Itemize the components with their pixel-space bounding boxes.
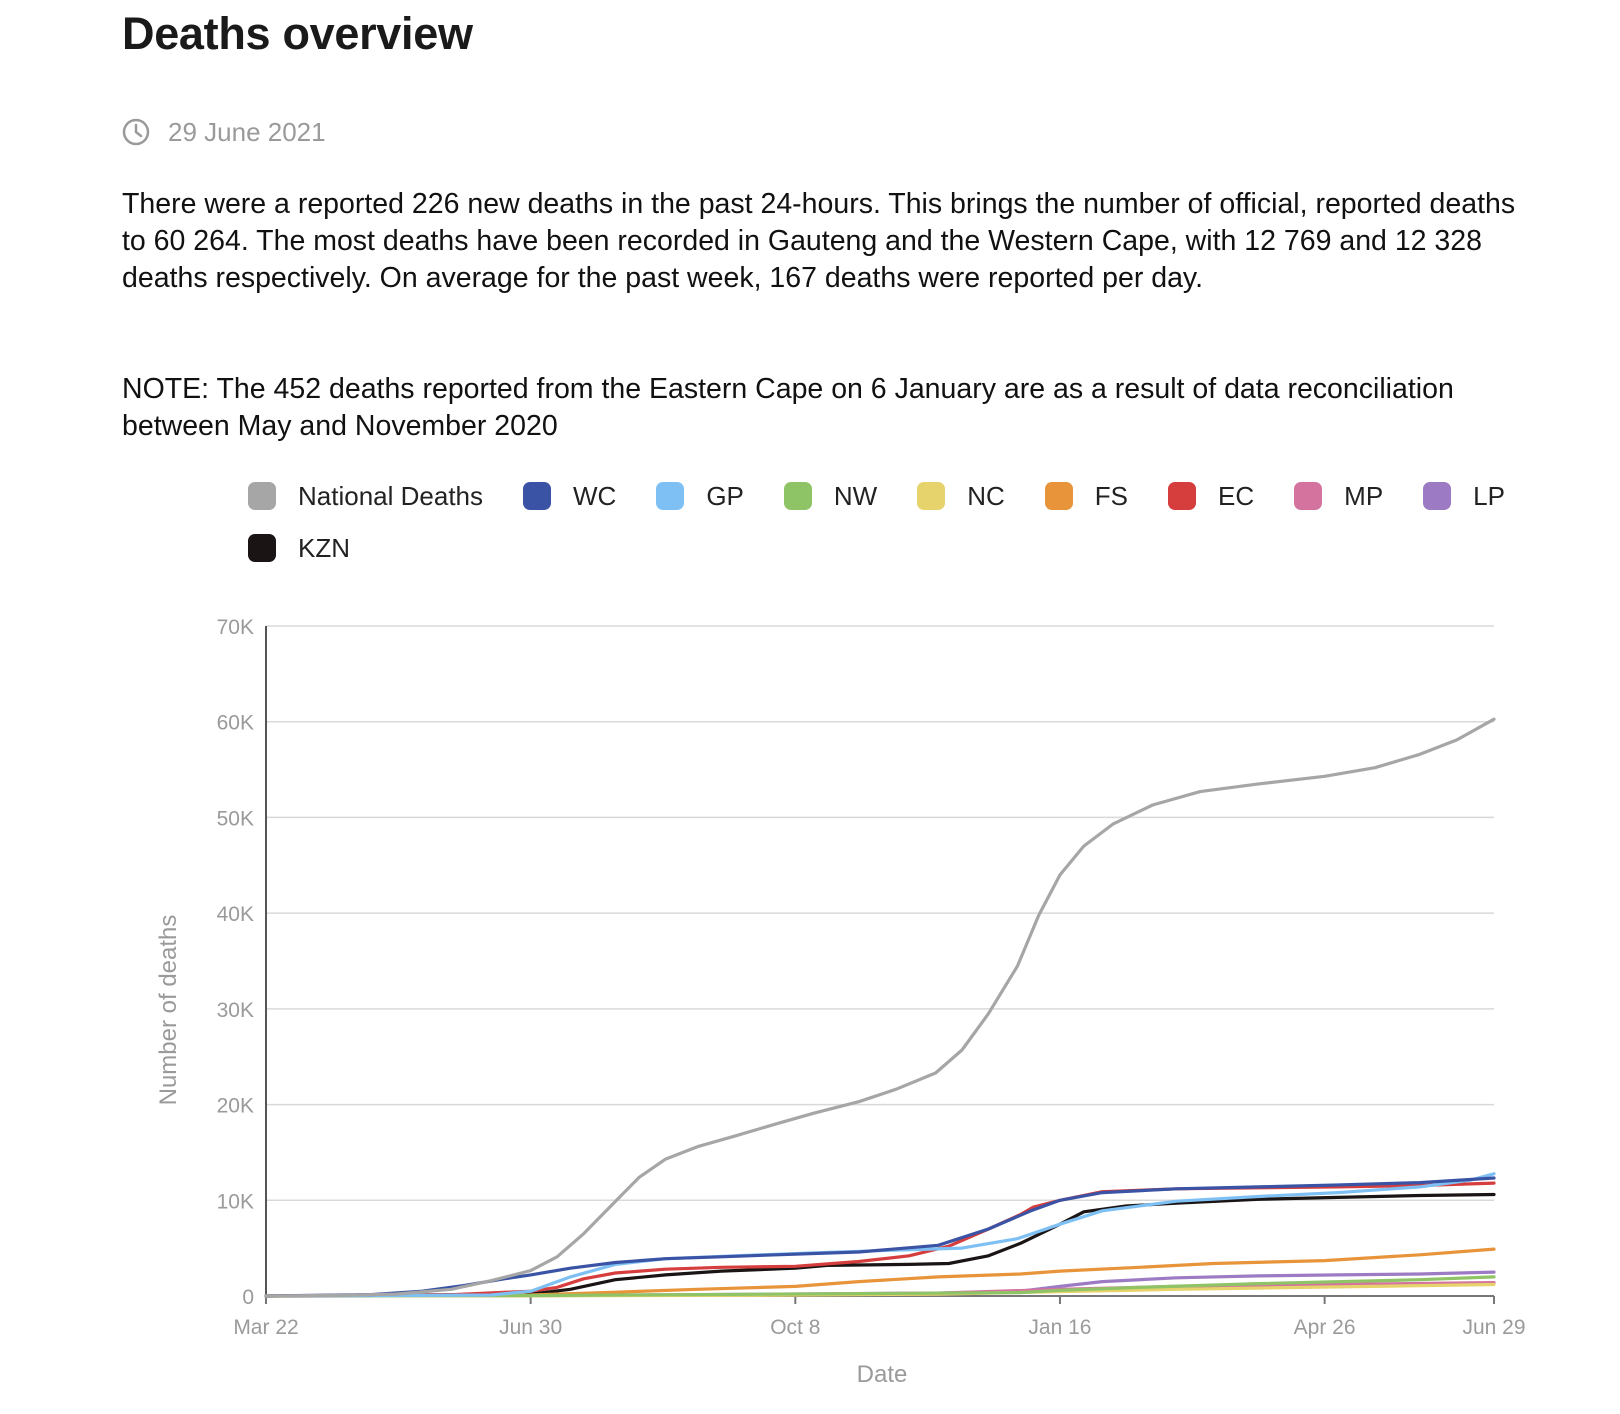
page-title: Deaths overview	[122, 8, 473, 59]
summary-paragraph: There were a reported 226 new deaths in …	[122, 188, 1516, 294]
y-tick-label: 70K	[217, 616, 254, 639]
y-tick-label: 20K	[217, 1095, 254, 1118]
legend-label: EC	[1218, 480, 1255, 511]
x-tick-label: Jun 30	[499, 1316, 562, 1339]
x-tick-label: Jan 16	[1028, 1316, 1091, 1339]
legend-label: NC	[967, 480, 1005, 511]
legend-swatch	[1294, 482, 1323, 510]
y-axis-title: Number of deaths	[155, 915, 182, 1106]
date-row: 29 June 2021	[122, 116, 326, 148]
series-line-wc[interactable]	[264, 1176, 1496, 1298]
legend-label: NW	[833, 480, 878, 511]
y-tick-label: 50K	[217, 807, 254, 830]
legend-item-kzn[interactable]: KZN	[248, 532, 350, 564]
legend-swatch	[1044, 482, 1073, 510]
legend-label: GP	[706, 480, 744, 511]
note-paragraph: NOTE: The 452 deaths reported from the E…	[122, 373, 1454, 442]
update-date: 29 June 2021	[168, 116, 326, 147]
deaths-line-chart: 0 10K 20K 30K 40K 50K 60K 70K Mar 22 Jun 30 Oct 8 J…	[155, 616, 1526, 1388]
clock-icon	[122, 118, 150, 146]
legend-item-national-deaths[interactable]: National Deaths	[248, 480, 483, 512]
legend-label: MP	[1344, 480, 1384, 511]
y-tick-label: 10K	[217, 1190, 254, 1213]
legend-item-nc[interactable]: NC	[917, 480, 1005, 512]
legend-swatch	[917, 482, 946, 510]
series-line-national-deaths[interactable]	[264, 717, 1496, 1298]
y-tick-label: 60K	[217, 712, 254, 735]
y-tick-label: 0	[242, 1286, 254, 1309]
legend-item-nw[interactable]: NW	[783, 480, 878, 512]
series-line-fs[interactable]	[264, 1247, 1496, 1298]
series-line-nw[interactable]	[264, 1275, 1496, 1298]
x-tick-label: Mar 22	[233, 1316, 298, 1339]
legend-swatch	[1168, 482, 1197, 510]
legend-label: LP	[1473, 480, 1505, 511]
x-tick-label: Jun 29	[1462, 1316, 1525, 1339]
legend-item-lp[interactable]: LP	[1423, 480, 1505, 512]
y-tick-label: 30K	[217, 999, 254, 1022]
legend-swatch	[248, 482, 276, 510]
legend-swatch	[523, 482, 551, 510]
legend-swatch	[783, 482, 812, 510]
legend-item-gp[interactable]: GP	[656, 480, 744, 512]
legend-label: FS	[1094, 480, 1129, 511]
x-tick-label: Apr 26	[1294, 1316, 1356, 1339]
x-tick-label: Oct 8	[770, 1316, 820, 1339]
legend-item-wc[interactable]: WC	[523, 480, 616, 512]
legend-label: WC	[573, 480, 617, 511]
series-line-gp[interactable]	[264, 1172, 1496, 1298]
legend-label: KZN	[298, 532, 350, 563]
legend-label: National Deaths	[298, 480, 483, 511]
legend-item-mp[interactable]: MP	[1294, 480, 1383, 512]
legend-swatch	[1423, 482, 1452, 510]
legend-swatch	[656, 482, 685, 510]
x-axis-title: Date	[857, 1361, 908, 1388]
series-line-kzn[interactable]	[264, 1192, 1496, 1298]
chart-legend: National Deaths WC GP NW NC FS EC MP LP KZN	[248, 480, 1548, 564]
legend-item-fs[interactable]: FS	[1044, 480, 1129, 512]
legend-item-ec[interactable]: EC	[1168, 480, 1254, 512]
legend-swatch	[248, 534, 276, 562]
y-tick-label: 40K	[217, 903, 254, 926]
